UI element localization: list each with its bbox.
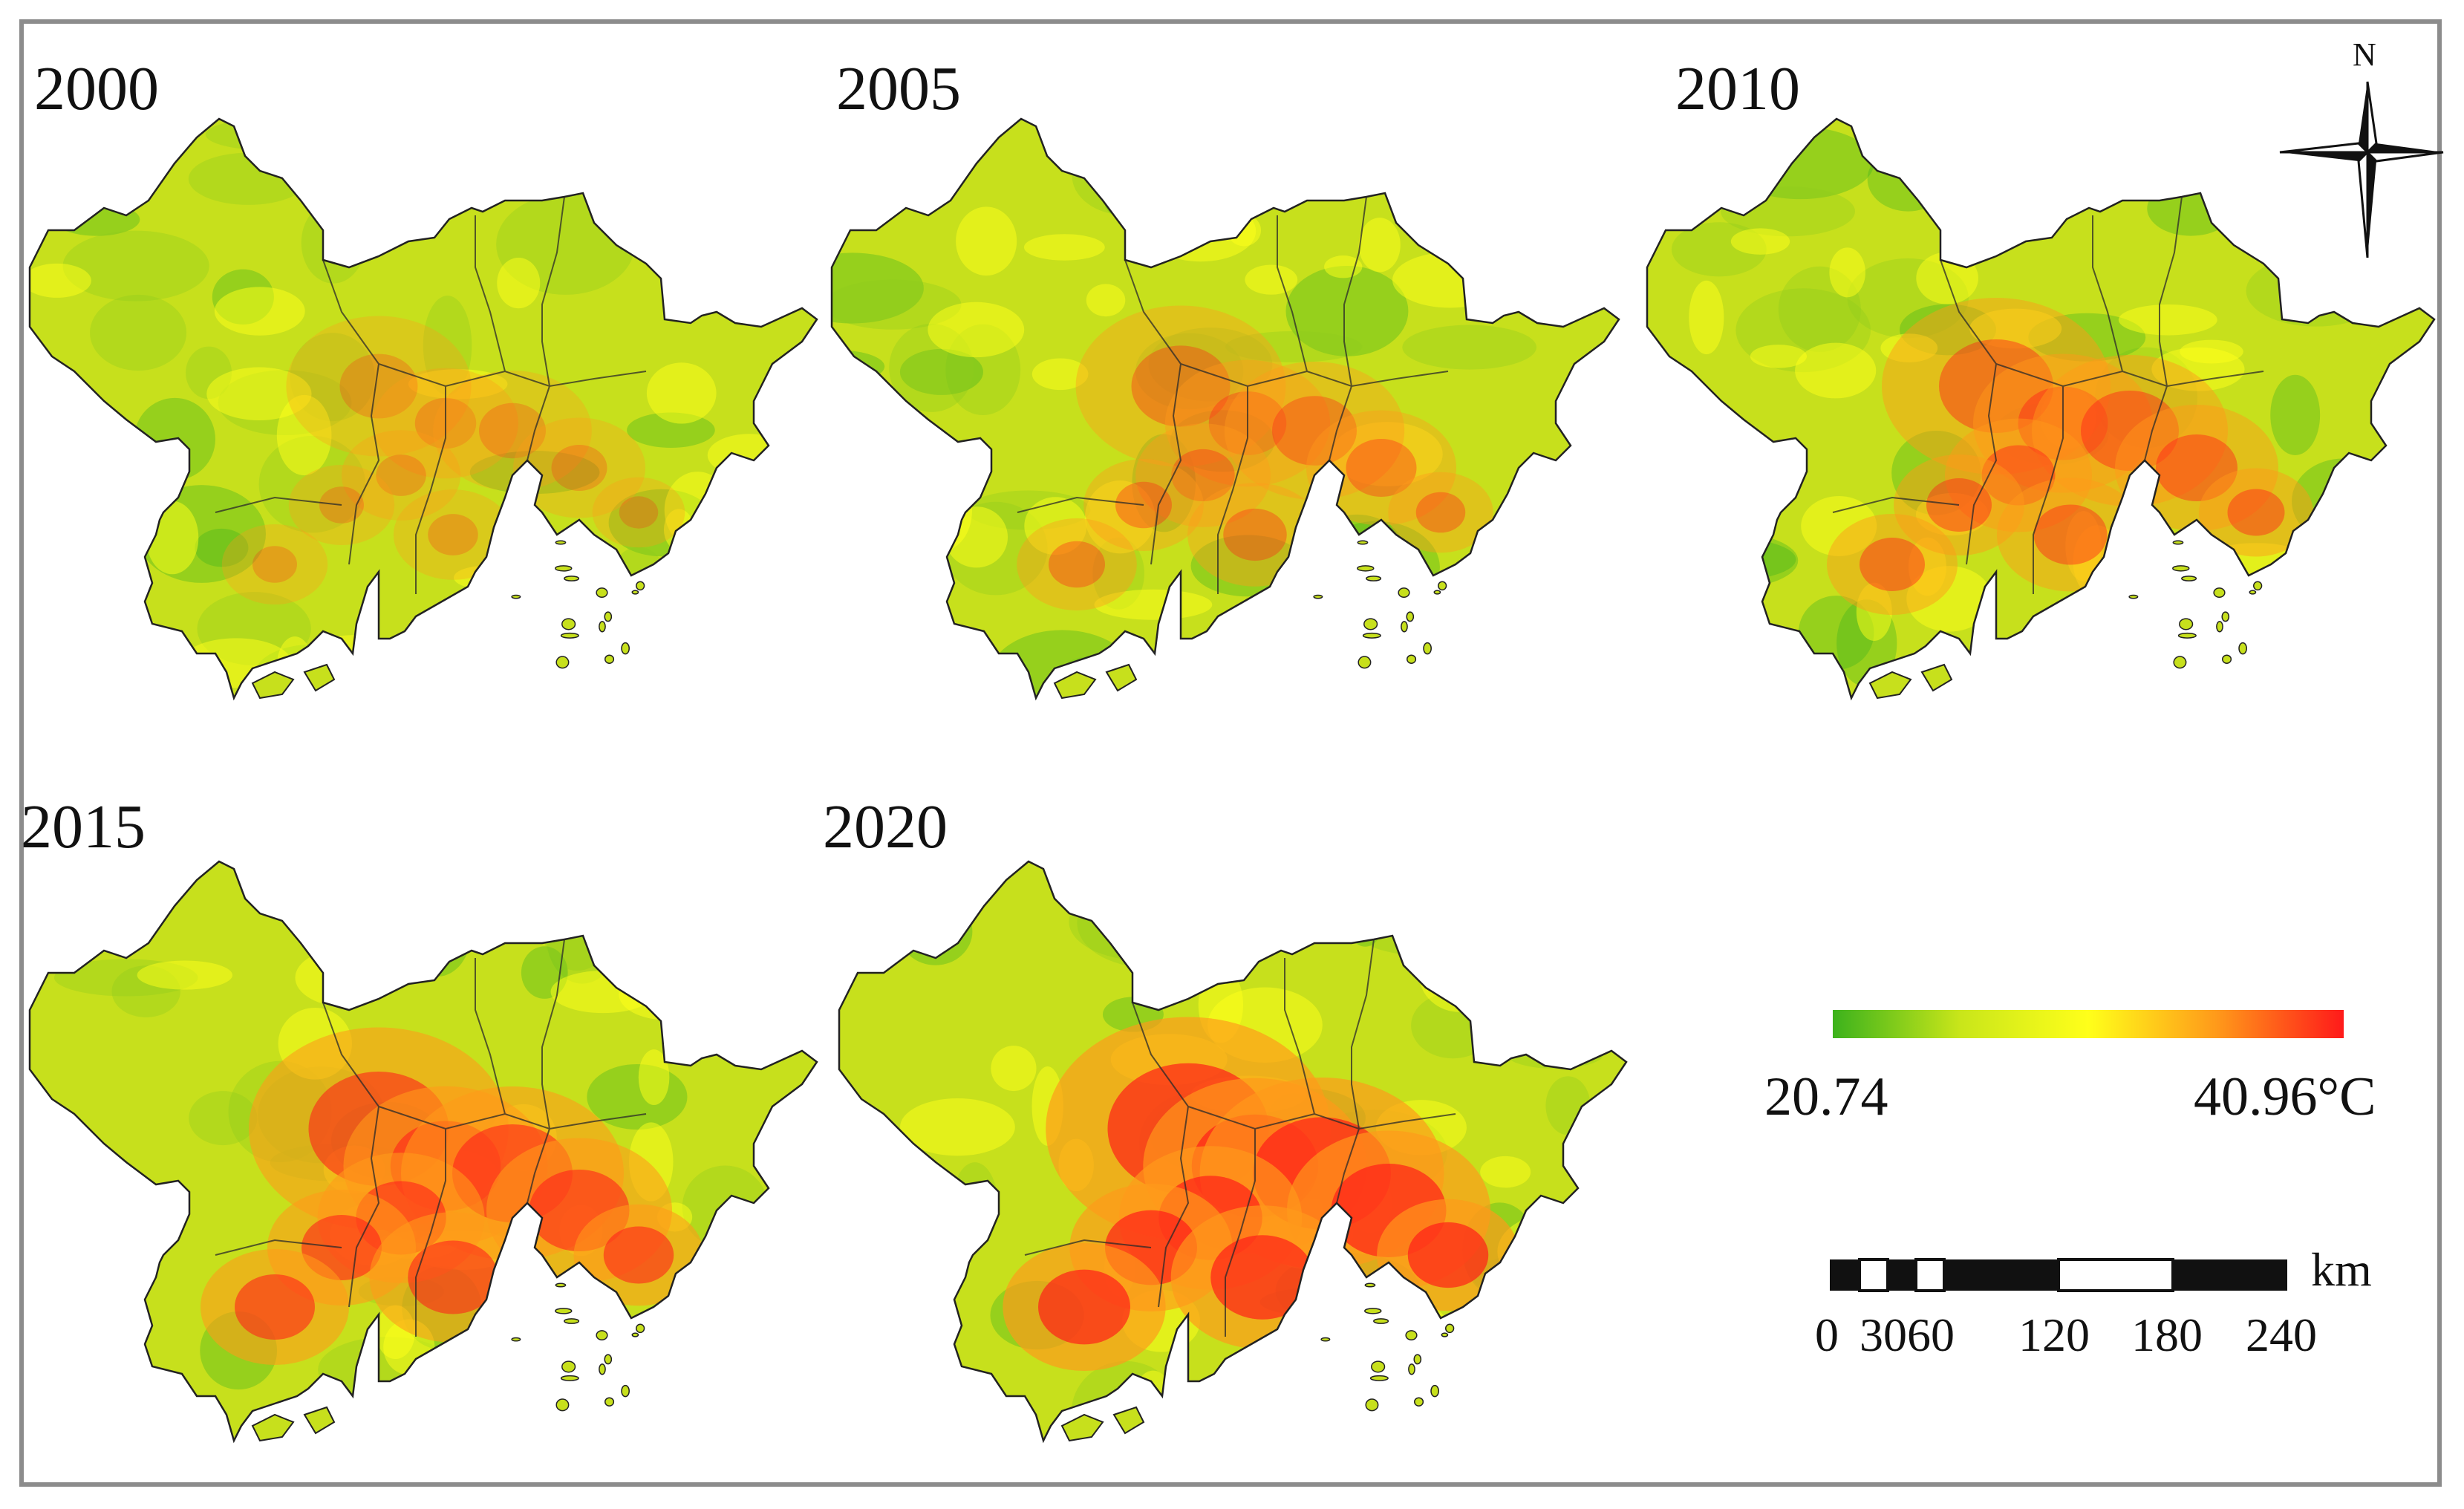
scale-segment: [1888, 1259, 1916, 1291]
scale-segment: [1944, 1259, 2059, 1291]
panel-year-label: 2020: [823, 792, 948, 861]
scale-tick-label: 120: [2018, 1308, 2090, 1361]
legend-min-label: 20.74: [1764, 1066, 1888, 1127]
scale-tick-label: 3060: [1860, 1308, 1955, 1361]
panel-year-label: 2005: [836, 54, 961, 123]
lst-map-panel: [1646, 117, 2436, 700]
lst-map-panel: [28, 860, 818, 1442]
lst-map-panel: [28, 117, 818, 700]
scale-unit-label: km: [2311, 1243, 2372, 1296]
figure-frame: [19, 19, 2442, 1487]
scale-segment: [2173, 1259, 2287, 1291]
scale-bar: [1830, 1258, 2287, 1292]
scale-tick-label: 240: [2246, 1308, 2317, 1361]
scale-tick-label: 180: [2131, 1308, 2203, 1361]
panel-year-label: 2010: [1675, 54, 1800, 123]
north-arrow-icon: [2279, 81, 2444, 258]
panel-year-label: 2000: [34, 54, 159, 123]
lst-map-panel: [830, 117, 1620, 700]
legend-max-label: 40.96°C: [2194, 1066, 2376, 1127]
scale-segment: [1858, 1258, 1889, 1292]
scale-segment: [1830, 1259, 1860, 1291]
north-label: N: [2353, 36, 2376, 73]
scale-tick-label: 0: [1815, 1308, 1839, 1361]
color-ramp-bar: [1833, 1010, 2344, 1038]
lst-map-panel: [838, 860, 1628, 1442]
scale-segment: [1914, 1258, 1946, 1292]
panel-year-label: 2015: [21, 792, 146, 861]
scale-segment: [2057, 1258, 2174, 1292]
